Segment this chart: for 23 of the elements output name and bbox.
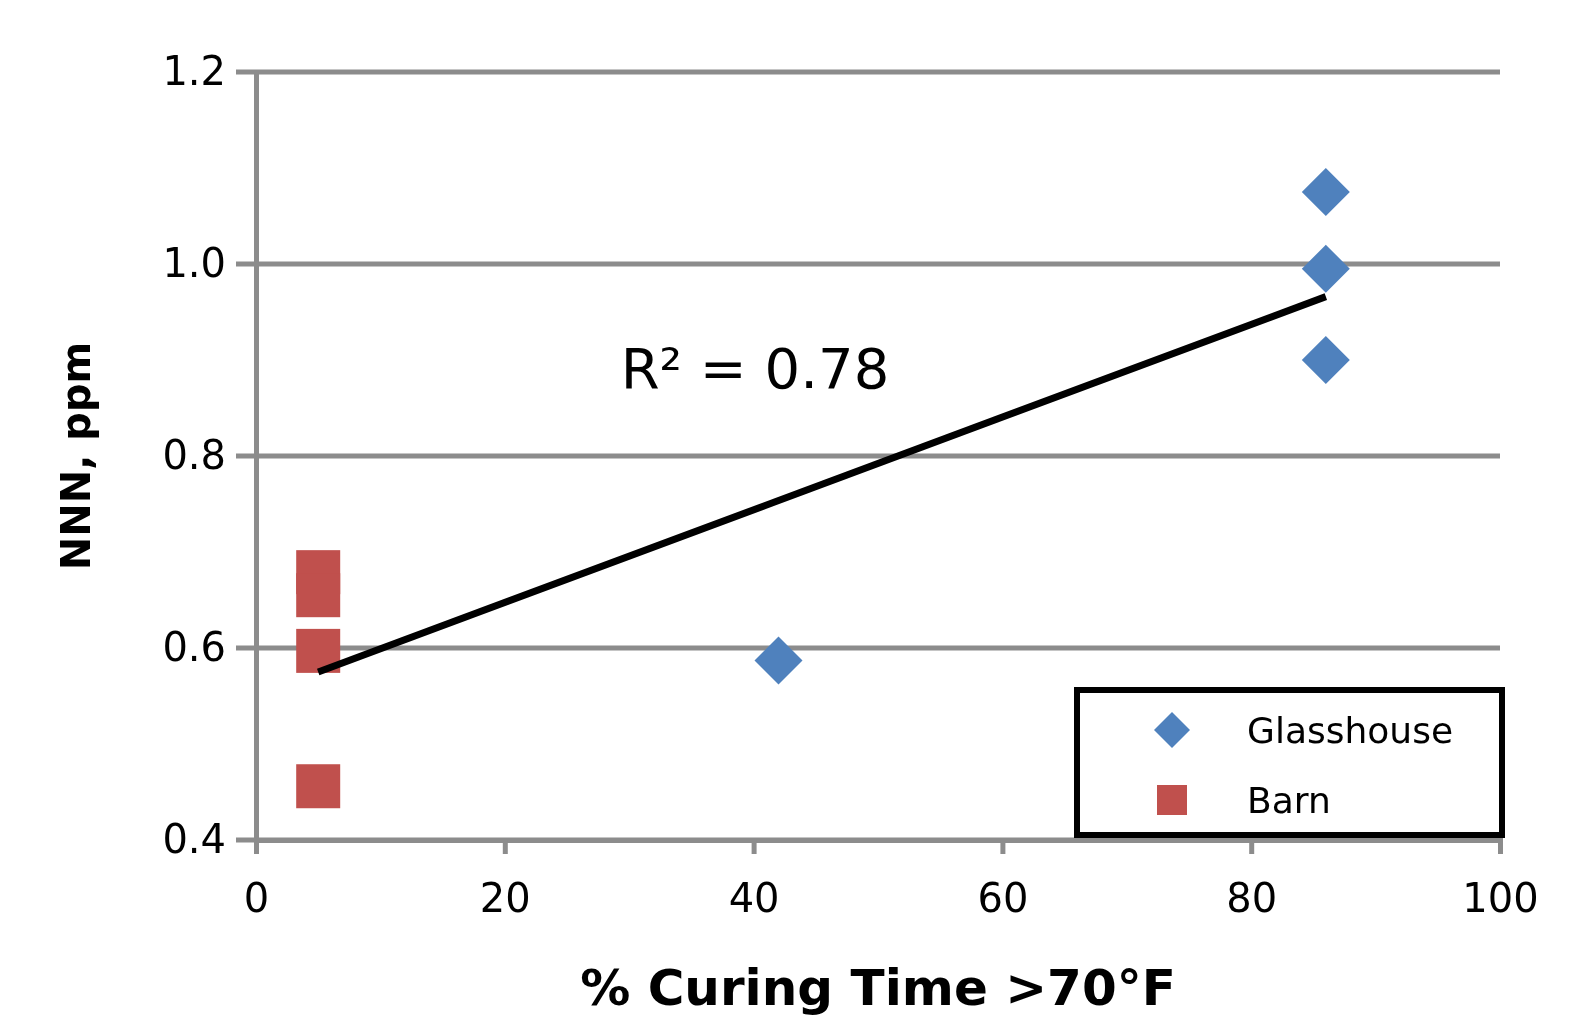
point <box>296 573 341 618</box>
point <box>754 636 803 685</box>
point <box>1301 244 1350 293</box>
point <box>1301 336 1350 384</box>
annotation: R² = 0.78 <box>620 336 890 401</box>
x-tick-label: 80 <box>1226 875 1278 922</box>
x-tick-label: 100 <box>1462 875 1539 922</box>
x-axis-title: % Curing Time >70°F <box>580 959 1176 1017</box>
point <box>296 628 341 673</box>
legend-label: Barn <box>1247 779 1331 821</box>
point <box>1301 168 1350 216</box>
y-tick-label: 0.4 <box>162 816 226 863</box>
y-tick-label: 1.2 <box>162 48 226 95</box>
y-axis-title: NNN, ppm <box>53 341 99 571</box>
legend-label: Glasshouse <box>1247 709 1454 751</box>
x-tick-label: 0 <box>243 875 270 922</box>
y-tick-label: 0.6 <box>162 624 226 671</box>
y-tick-label: 0.8 <box>162 432 226 479</box>
x-tick-label: 60 <box>977 875 1029 922</box>
y-tick-label: 1.0 <box>162 240 226 287</box>
point <box>296 764 341 809</box>
x-tick-label: 40 <box>728 875 780 922</box>
x-tick-label: 20 <box>479 875 531 922</box>
